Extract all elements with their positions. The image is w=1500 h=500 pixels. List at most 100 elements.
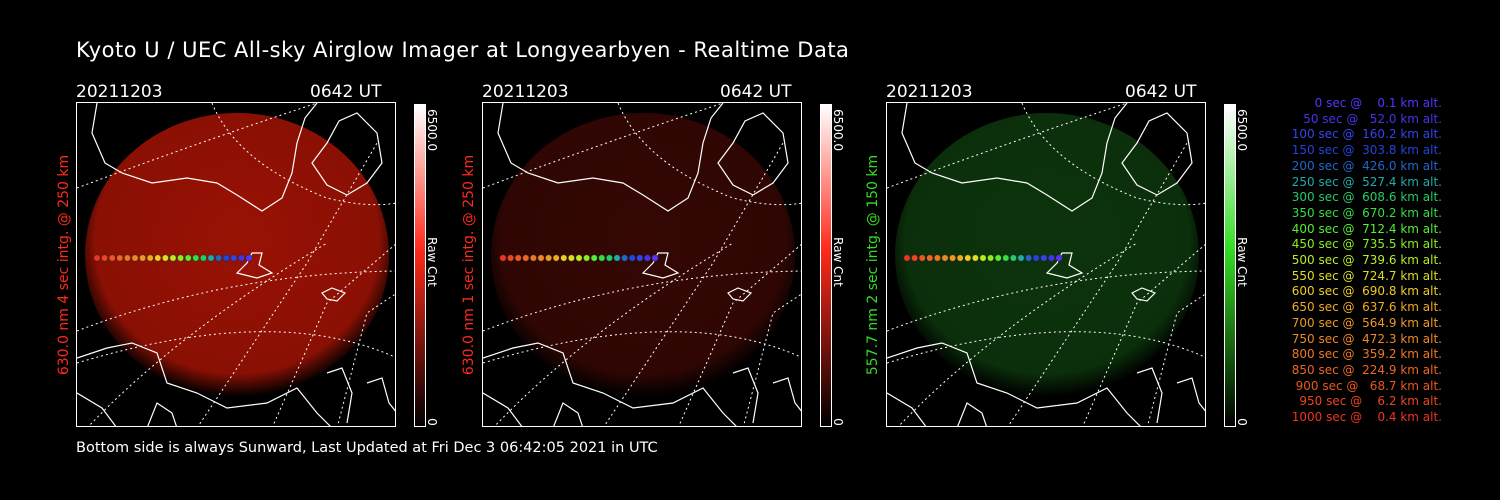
legend-row: 750 sec @ 472.3 km alt. [1287,331,1442,346]
trajectory-point [184,254,192,262]
legend-row: 950 sec @ 6.2 km alt. [1295,394,1442,409]
legend-row: 200 sec @ 426.0 km alt. [1287,158,1442,173]
trajectory-point [941,254,949,262]
trajectory-point [643,254,651,262]
trajectory-point [1017,254,1025,262]
trajectory-point [537,254,545,262]
trajectory-point [199,254,207,262]
trajectory-point [522,254,530,262]
panel-1-colorbar-min-text: 0 [425,418,439,426]
trajectory-point [161,254,169,262]
panel-3-image [886,102,1206,427]
panel-1-side-label: 630.0 nm 4 sec intg. @ 250 km [52,102,76,427]
airglow-map [77,103,395,426]
trajectory-point [621,254,629,262]
trajectory-point [192,254,200,262]
page-title: Kyoto U / UEC All-sky Airglow Imager at … [76,38,850,62]
trajectory-point [237,254,245,262]
panel-2-colorbar-max: 6500.0 [830,100,846,160]
panel-1-colorbar-max-text: 6500.0 [425,109,439,151]
trajectory-point [590,254,598,262]
panel-2-colorbar-min-text: 0 [831,418,845,426]
panel-1-colorbar-unit-text: Raw Cnt [425,237,439,287]
trajectory-point [605,254,613,262]
trajectory-point [964,254,972,262]
panel-1-date: 20211203 [76,82,163,102]
trajectory-point [507,254,515,262]
trajectory-point [552,254,560,262]
trajectory-point [903,254,911,262]
panel-1-colorbar [414,104,426,427]
trajectory-point [1009,254,1017,262]
legend-row: 1000 sec @ 0.4 km alt. [1291,410,1442,425]
trajectory-point [949,254,957,262]
trajectory-point [169,254,177,262]
trajectory-point [207,254,215,262]
legend-row: 550 sec @ 724.7 km alt. [1287,268,1442,283]
trajectory-point [575,254,583,262]
trajectory-point [979,254,987,262]
trajectory-point [154,254,162,262]
trajectory-point [93,254,101,262]
trajectory-point [560,254,568,262]
trajectory-point [1032,254,1040,262]
trajectory-point [987,254,995,262]
trajectory-point [131,254,139,262]
legend-row: 900 sec @ 68.7 km alt. [1291,378,1442,393]
panel-3-colorbar-max: 6500.0 [1234,100,1250,160]
trajectory-point [146,254,154,262]
trajectory-point [177,254,185,262]
trajectory-point [123,254,131,262]
trajectory-point [101,254,109,262]
trajectory-point [230,254,238,262]
trajectory-point [545,254,553,262]
trajectory-point [116,254,124,262]
trajectory-point [628,254,636,262]
trajectory-point [567,254,575,262]
legend-row: 0 sec @ 0.1 km alt. [1303,96,1442,110]
trajectory-point [933,254,941,262]
panel-3-date: 20211203 [886,82,973,102]
panel-3-colorbar-min-text: 0 [1235,418,1249,426]
legend-row: 450 sec @ 735.5 km alt. [1287,237,1442,252]
legend-row: 600 sec @ 690.8 km alt. [1287,284,1442,299]
legend-row: 300 sec @ 608.6 km alt. [1287,190,1442,205]
trajectory-point [636,254,644,262]
panel-1-image [76,102,396,427]
airglow-map [483,103,801,426]
panel-3-side-label: 557.7 nm 2 sec intg. @ 150 km [861,102,885,427]
legend-row: 150 sec @ 303.8 km alt. [1287,143,1442,158]
trajectory-point [583,254,591,262]
trajectory-point [956,254,964,262]
panel-2-time: 0642 UT [720,82,792,102]
panel-1-colorbar-max: 6500.0 [424,100,440,160]
trajectory-point [598,254,606,262]
panel-2-colorbar-max-text: 6500.0 [831,109,845,151]
trajectory-point [499,254,507,262]
panel-3-colorbar-unit-text: Raw Cnt [1235,237,1249,287]
legend-row: 800 sec @ 359.2 km alt. [1287,347,1442,362]
trajectory-point [514,254,522,262]
trajectory-point [222,254,230,262]
panel-2-colorbar [820,104,832,427]
panel-1-colorbar-unit: Raw Cnt [424,232,440,292]
panel-3-time: 0642 UT [1125,82,1197,102]
trajectory-point [918,254,926,262]
legend-row: 400 sec @ 712.4 km alt. [1287,221,1442,236]
trajectory-point [139,254,147,262]
trajectory-point [245,254,253,262]
trajectory-point [1055,254,1063,262]
panel-3-colorbar [1224,104,1236,427]
panel-2-colorbar-unit-text: Raw Cnt [831,237,845,287]
trajectory-point [1002,254,1010,262]
legend-row: 250 sec @ 527.4 km alt. [1287,174,1442,189]
legend-row: 650 sec @ 637.6 km alt. [1287,300,1442,315]
trajectory-point [1040,254,1048,262]
panel-3-colorbar-unit: Raw Cnt [1234,232,1250,292]
panel-3-colorbar-min: 0 [1234,392,1250,452]
legend-row: 100 sec @ 160.2 km alt. [1287,127,1442,142]
legend-row: 350 sec @ 670.2 km alt. [1287,205,1442,220]
legend-row: 50 sec @ 52.0 km alt. [1295,111,1442,126]
trajectory-point [215,254,223,262]
panel-3-colorbar-max-text: 6500.0 [1235,109,1249,151]
